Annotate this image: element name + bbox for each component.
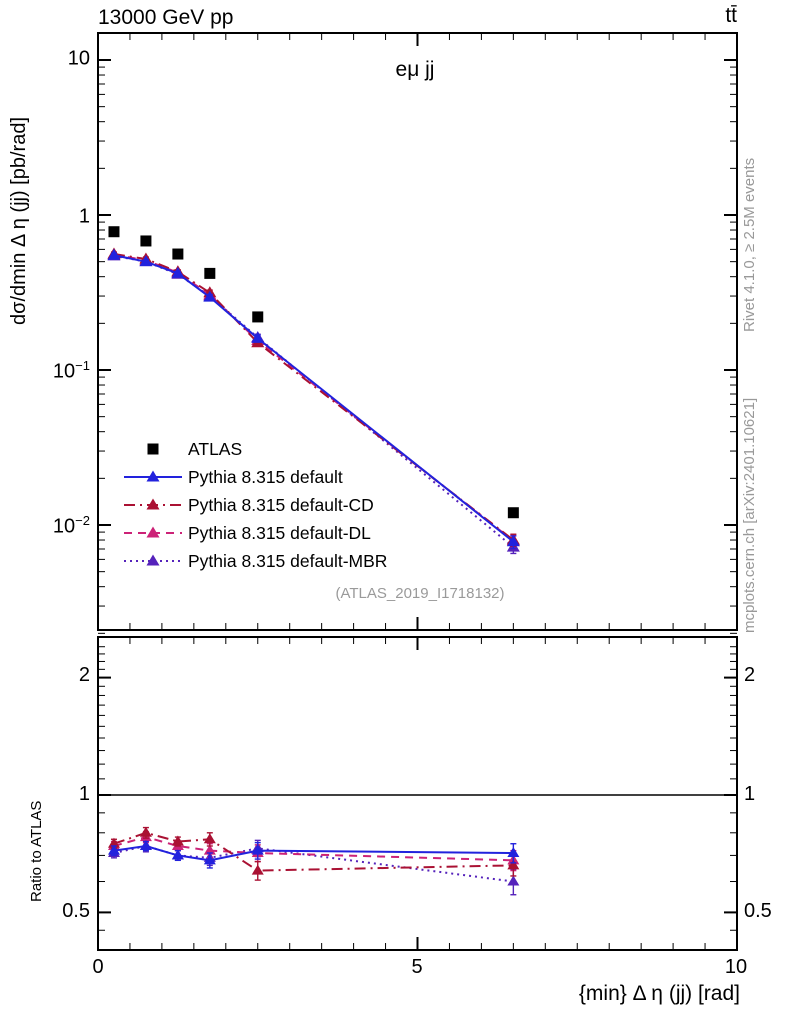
y-axis-title-main: dσ/dmin Δ η (jj) [pb/rad]: [8, 116, 30, 325]
ratio-tick-label: 0.5: [744, 900, 772, 922]
ratio-tick-label: 2: [78, 664, 90, 686]
beam-energy-label: 13000 GeV pp: [98, 6, 234, 29]
legend-label: Pythia 8.315 default-CD: [188, 494, 374, 515]
legend-entry: Pythia 8.315 default-MBR: [122, 547, 387, 575]
data-marker-triangle: [203, 844, 216, 855]
triangle-legend-marker-icon: [124, 554, 182, 566]
legend-entry: Pythia 8.315 default-DL: [122, 519, 387, 547]
data-marker-triangle: [139, 839, 152, 850]
process-label: tt̄: [725, 4, 737, 27]
data-marker-triangle: [107, 844, 120, 855]
legend-label: Pythia 8.315 default-MBR: [188, 550, 388, 571]
data-marker-triangle: [506, 535, 520, 547]
ratio-line: [113, 836, 514, 862]
series-line: [113, 253, 514, 541]
ratio-tick-label: 2: [744, 664, 756, 686]
legend-label: ATLAS: [188, 438, 243, 459]
data-marker-square: [252, 311, 264, 323]
mcplots-citation-note: mcplots.cern.ch [arXiv:2401.10621]: [741, 397, 758, 633]
data-marker-triangle: [251, 844, 264, 855]
square-legend-marker-icon: [147, 443, 159, 455]
triangle-legend-marker-icon: [124, 498, 182, 510]
series-line: [113, 253, 514, 542]
data-marker-square: [507, 507, 519, 519]
data-marker-triangle: [203, 833, 216, 844]
analysis-watermark: (ATLAS_2019_I1718132): [335, 585, 505, 602]
data-marker-square: [140, 235, 152, 247]
ratio-tick-label: 1: [78, 783, 90, 805]
data-marker-triangle: [146, 526, 160, 538]
ratio-series: [107, 826, 520, 896]
data-marker-triangle: [203, 854, 216, 865]
y-tick-label: 10−2: [52, 513, 90, 538]
ratio-tick-label: 0.5: [62, 900, 90, 922]
data-marker-triangle: [171, 266, 185, 278]
data-marker-triangle: [507, 875, 520, 886]
data-marker-triangle: [139, 826, 152, 837]
series-line: [113, 254, 514, 543]
y-tick-label: 1: [78, 205, 90, 228]
legend-label: Pythia 8.315 default: [188, 466, 343, 487]
rivet-version-note: Rivet 4.1.0, ≥ 2.5M events: [741, 157, 758, 332]
data-marker-square: [108, 226, 120, 238]
data-marker-triangle: [251, 864, 264, 875]
triangle-legend-marker-icon: [124, 470, 182, 482]
data-marker-square: [172, 248, 184, 260]
data-marker-triangle: [107, 248, 121, 260]
data-marker-triangle: [171, 849, 184, 860]
panel-title: eμ jj: [395, 58, 435, 81]
x-tick-label: 5: [411, 956, 423, 978]
data-marker-triangle: [507, 859, 520, 870]
data-marker-triangle: [139, 255, 153, 267]
data-marker-triangle: [203, 290, 217, 302]
data-marker-triangle: [507, 847, 520, 858]
legend-entry: Pythia 8.315 default: [122, 463, 387, 491]
data-marker-square: [204, 267, 216, 279]
legend: ATLAS Pythia 8.315 default Pythia 8.315 de…: [122, 435, 387, 575]
legend-label: Pythia 8.315 default-DL: [188, 522, 371, 543]
triangle-legend-marker-icon: [124, 526, 182, 538]
ratio-line: [113, 844, 514, 862]
y-tick-label: 10−1: [52, 358, 90, 383]
data-marker-square: [147, 443, 159, 455]
axes-frame: [97, 32, 738, 951]
main-series: [107, 226, 520, 555]
data-marker-triangle: [171, 835, 184, 846]
legend-entry: ATLAS: [122, 435, 387, 463]
y-tick-label: 10: [67, 47, 90, 70]
legend-entry: Pythia 8.315 default-CD: [122, 491, 387, 519]
x-tick-label: 10: [724, 956, 748, 978]
data-marker-triangle: [107, 837, 120, 848]
x-axis-title: {min} Δ η (jj) [rad]: [578, 982, 740, 1005]
ratio-tick-label: 1: [744, 783, 756, 805]
data-marker-triangle: [146, 554, 160, 566]
ratio-line: [113, 831, 514, 872]
data-marker-triangle: [146, 470, 160, 482]
data-marker-triangle: [251, 331, 265, 343]
x-tick-label: 0: [92, 956, 104, 978]
data-marker-triangle: [146, 498, 160, 510]
